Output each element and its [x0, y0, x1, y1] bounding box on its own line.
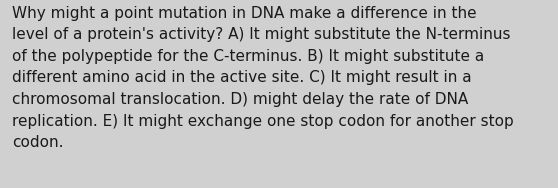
Text: Why might a point mutation in DNA make a difference in the
level of a protein's : Why might a point mutation in DNA make a…	[12, 6, 514, 150]
